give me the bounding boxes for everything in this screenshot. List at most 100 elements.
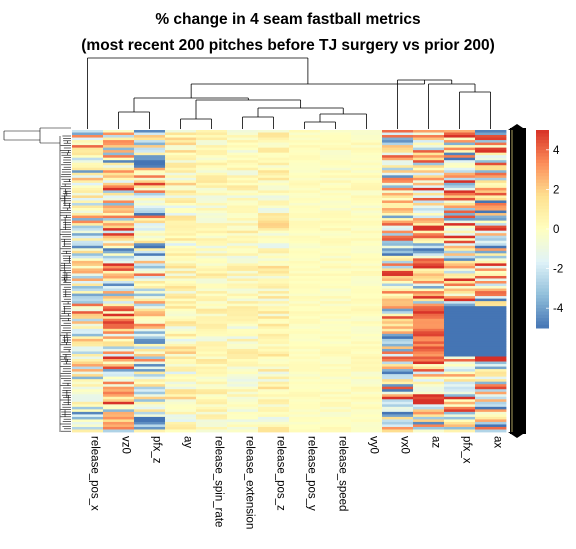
heat-cell — [134, 296, 166, 300]
heat-cell — [351, 328, 383, 332]
heat-cell — [444, 130, 476, 133]
legend-swatch — [536, 304, 549, 309]
heat-cell — [165, 359, 197, 362]
heat-cell — [72, 361, 104, 365]
heat-cell — [382, 399, 414, 403]
heat-cell — [382, 200, 414, 204]
heat-cell — [320, 275, 352, 279]
heat-cell — [227, 273, 259, 277]
heat-cell — [320, 286, 352, 289]
heat-cell — [413, 218, 445, 221]
heat-cell — [351, 175, 383, 179]
heat-cell — [165, 172, 197, 176]
heat-cell — [413, 195, 445, 199]
heat-cell — [72, 200, 104, 204]
heat-cell — [351, 187, 383, 191]
heat-cell — [72, 243, 104, 247]
heat-cell — [196, 175, 228, 179]
heat-cell — [258, 283, 290, 287]
heat-cell — [413, 356, 445, 360]
heat-cell — [444, 142, 476, 146]
heat-cell — [289, 200, 321, 204]
heat-cell — [320, 167, 352, 171]
heat-cell — [196, 192, 228, 196]
heat-cell — [196, 253, 228, 257]
heat-cell — [351, 152, 383, 156]
heat-cell — [413, 331, 445, 335]
heat-cell — [258, 384, 290, 388]
heat-cell — [196, 281, 228, 284]
heat-cell — [258, 391, 290, 395]
heat-cell — [165, 177, 197, 181]
heat-cell — [165, 240, 197, 244]
heat-cell — [165, 185, 197, 189]
heat-cell — [103, 265, 135, 269]
heat-cell — [413, 263, 445, 267]
heat-cell — [413, 215, 445, 219]
heat-cell — [475, 346, 507, 350]
heat-cell — [196, 381, 228, 385]
heat-cell — [475, 268, 507, 272]
heat-cell — [196, 293, 228, 297]
heat-cell — [103, 364, 135, 367]
heat-cell — [444, 391, 476, 395]
heat-cell — [227, 268, 259, 272]
heat-cell — [320, 306, 352, 310]
heat-cell — [196, 341, 228, 345]
heat-cell — [196, 429, 228, 433]
heat-cell — [258, 230, 290, 234]
heat-cell — [413, 278, 445, 282]
heat-cell — [289, 202, 321, 206]
legend-swatch — [536, 186, 549, 190]
heat-cell — [413, 240, 445, 244]
heat-cell — [258, 170, 290, 174]
heat-cell — [475, 248, 507, 252]
heat-cell — [475, 253, 507, 257]
heat-cell — [475, 281, 507, 284]
heat-cell — [382, 389, 414, 393]
heat-cell — [227, 260, 259, 264]
heat-cell — [196, 414, 228, 418]
heat-cell — [196, 306, 228, 310]
heat-cell — [289, 326, 321, 330]
heat-cell — [351, 348, 383, 352]
heat-cell — [382, 301, 414, 305]
heat-cell — [289, 167, 321, 171]
column-label: release_spin_rate — [213, 436, 225, 527]
heat-cell — [351, 308, 383, 312]
heat-cell — [258, 353, 290, 357]
heat-cell — [227, 353, 259, 357]
heat-cell — [382, 187, 414, 191]
heat-cell — [103, 175, 135, 179]
heat-cell — [475, 223, 507, 227]
heat-cell — [134, 182, 166, 186]
heat-cell — [320, 366, 352, 370]
heat-cell — [320, 218, 352, 221]
heat-cell — [475, 348, 507, 352]
heat-cell — [320, 142, 352, 146]
heat-cell — [475, 200, 507, 204]
heat-cell — [413, 416, 445, 420]
heat-cell — [444, 147, 476, 151]
heat-cell — [320, 391, 352, 395]
heat-cell — [72, 338, 104, 342]
heat-cell — [258, 268, 290, 272]
heat-cell — [444, 311, 476, 315]
heat-cell — [444, 185, 476, 189]
heat-cell — [103, 321, 135, 325]
heat-cell — [351, 182, 383, 186]
heat-cell — [196, 160, 228, 164]
heat-cell — [134, 338, 166, 342]
heat-cell — [103, 162, 135, 166]
heat-cell — [72, 424, 104, 428]
heat-cell — [475, 351, 507, 355]
heat-cell — [289, 187, 321, 191]
heat-cell — [320, 130, 352, 133]
legend-swatch — [536, 153, 549, 157]
heat-cell — [289, 291, 321, 294]
heat-cell — [289, 283, 321, 287]
heat-cell — [165, 220, 197, 224]
heat-cell — [382, 253, 414, 257]
heat-cell — [196, 333, 228, 337]
heat-cell — [320, 338, 352, 342]
